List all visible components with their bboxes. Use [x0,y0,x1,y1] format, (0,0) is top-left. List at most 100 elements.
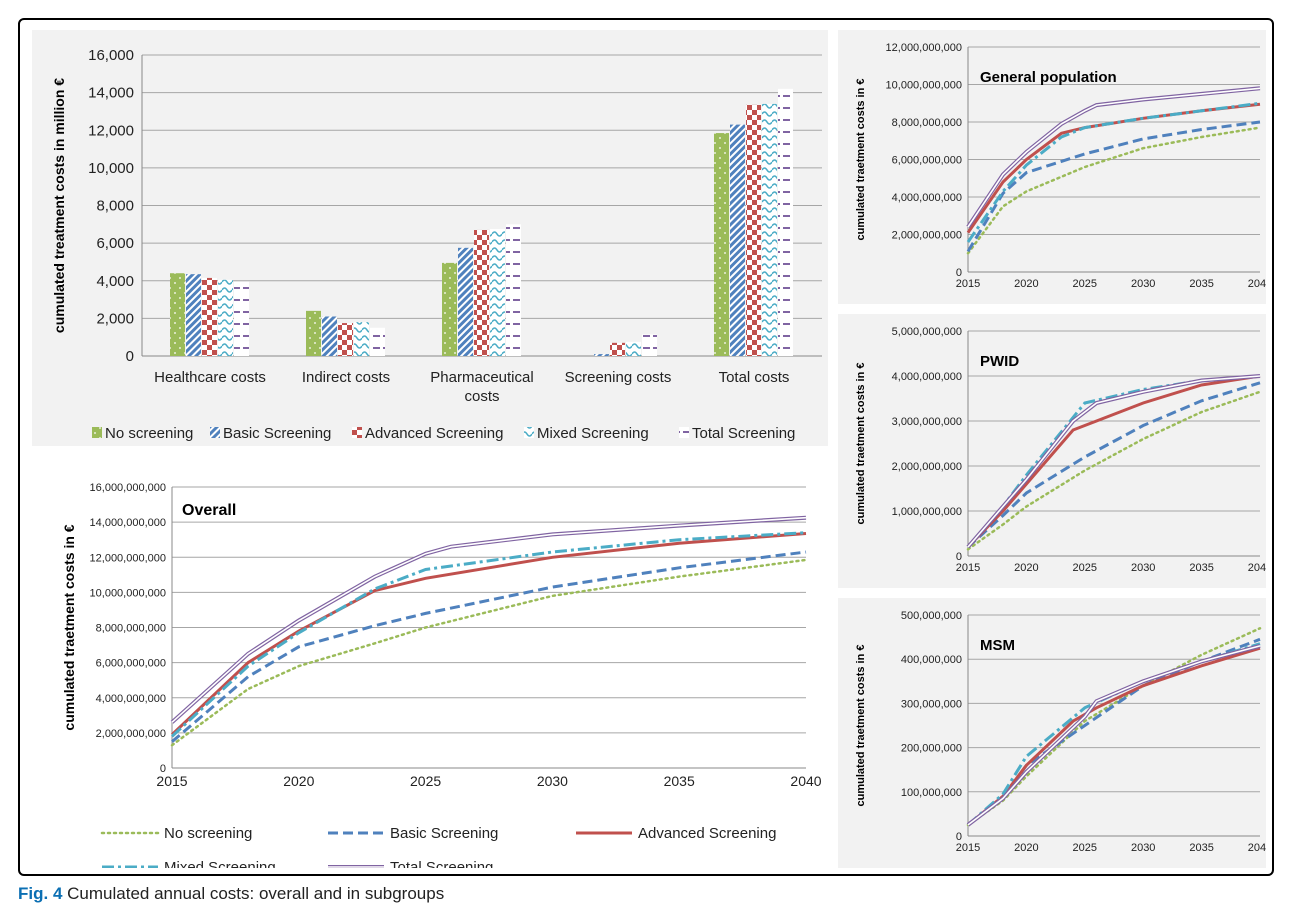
bar-basic-screening [594,354,609,356]
bar-total-screening [234,281,249,356]
x-tick-label: 2040 [1248,842,1266,854]
legend-swatch-total-screening [679,427,689,438]
legend-label: Basic Screening [223,425,331,442]
legend-label: Mixed Screening [537,425,649,442]
series-line-mixed-screening [170,531,807,738]
bar-advanced-screening [338,323,353,356]
msm-line-chart: 0 100,000,000 200,000,000 300,000,000 400,00… [855,610,1266,854]
bar-advanced-screening [474,229,489,356]
y-tick-label: 16,000 [88,47,134,64]
bar-basic-screening [730,124,745,356]
y-tick-label: 0 [956,551,962,563]
series-line-advanced-screening [966,374,1261,549]
series-line-total-screening-inner [967,87,1261,228]
series-line-basic-screening [966,120,1261,253]
legend-swatch-advanced-screening [352,427,362,438]
series-line-advanced-screening [170,532,807,736]
x-tick-label: 2040 [1248,562,1266,574]
y-tick-label: 500,000,000 [901,610,962,622]
x-tick-label: 2015 [956,278,980,290]
bar-mixed-screening [218,279,233,356]
x-tick-label: 2020 [1014,278,1038,290]
category-label: Pharmaceutical [430,369,533,386]
chart-title: PWID [980,353,1019,370]
series-line-basic-screening [967,637,1261,827]
y-tick-label: 2,000,000,000 [892,461,962,473]
legend-label: No screening [164,825,252,842]
legend-label: Advanced Screening [365,425,503,442]
y-tick-label: 0 [126,348,134,365]
bar-basic-screening [322,316,337,356]
bar-basic-screening [458,247,473,356]
caption-text: Cumulated annual costs: overall and in s… [67,884,445,903]
y-tick-label: 1,000,000,000 [892,506,962,518]
series-line-total-screening-inner [171,516,807,723]
series-line-mixed-screening [967,642,1261,827]
series-line-basic-screening [171,550,807,743]
series-line-advanced-screening [966,102,1261,234]
x-tick-label: 2020 [1014,562,1038,574]
y-tick-label: 12,000,000,000 [886,42,962,54]
general-population-line-chart: 0 2,000,000,000 4,000,000,000 6,000,000,000… [855,42,1266,290]
series-line-total-screening-inner [967,375,1261,548]
category-label: Healthcare costs [154,369,266,386]
y-tick-label: 400,000,000 [901,654,962,666]
figure-caption: Fig. 4 Cumulated annual costs: overall a… [18,884,444,904]
series-line-no-screening [966,126,1262,255]
bar-total-screening [506,224,521,356]
y-tick-label: 14,000 [88,85,134,102]
series-line-mixed-screening [966,374,1261,548]
y-axis-label: cumulated treatment costs in million € [51,78,67,333]
y-tick-label: 6,000,000,000 [96,658,166,670]
series-line-no-screening [170,558,808,747]
bar-no-screening [306,310,321,356]
x-tick-label: 2035 [1189,842,1213,854]
y-tick-label: 12,000,000,000 [90,552,166,564]
x-tick-label: 2030 [1131,278,1155,290]
y-axis-label: cumulated traetment costs in € [855,645,867,807]
series-line-total-screening [170,515,807,724]
y-tick-label: 12,000 [88,122,134,139]
category-label: costs [464,388,499,405]
pwid-panel: 0 1,000,000,000 2,000,000,000 3,000,000,000… [838,314,1266,588]
legend-swatch-basic-screening [210,427,220,438]
x-tick-label: 2015 [956,562,980,574]
bar-mixed-screening [626,341,641,356]
y-tick-label: 4,000,000,000 [96,693,166,705]
y-tick-label: 2,000,000,000 [96,728,166,740]
y-tick-label: 300,000,000 [901,698,962,710]
y-tick-label: 8,000,000,000 [96,623,166,635]
bar-mixed-screening [354,322,369,356]
bar-advanced-screening [610,342,625,356]
bar-basic-screening [186,274,201,356]
series-line-basic-screening [966,381,1261,549]
y-tick-label: 2,000 [96,310,134,327]
legend-label: Total Screening [390,859,493,868]
y-axis-label: cumulated traetment costs in € [855,79,867,241]
overall-line-chart: 0 2,000,000,000 4,000,000,000 6,000,000,000… [61,482,822,868]
category-label: Total costs [719,369,790,386]
y-tick-label: 2,000,000,000 [892,230,962,242]
y-tick-label: 8,000 [96,198,134,215]
x-tick-label: 2035 [1189,278,1213,290]
bar-no-screening [714,133,729,356]
x-tick-label: 2020 [283,773,314,789]
chart-title: Overall [182,502,236,519]
legend-label: Advanced Screening [638,825,776,842]
y-tick-label: 4,000,000,000 [892,371,962,383]
figure-frame: 0 2,000 4,000 6,000 8,000 10,000 12,000 14,000 1… [18,18,1274,876]
y-axis-label: cumulated traetment costs in € [61,524,77,730]
legend-label: No screening [105,425,193,442]
chart-title: MSM [980,637,1015,654]
bar-advanced-screening [202,277,217,356]
x-tick-label: 2025 [410,773,441,789]
series-line-total-screening [966,643,1261,827]
y-tick-label: 8,000,000,000 [892,117,962,129]
y-tick-label: 0 [956,267,962,279]
series-line-total-screening [966,374,1261,549]
caption-label: Fig. 4 [18,884,63,903]
y-tick-label: 4,000,000,000 [892,192,962,204]
x-tick-label: 2020 [1014,842,1038,854]
series-line-no-screening [966,390,1262,551]
x-tick-label: 2015 [956,842,980,854]
